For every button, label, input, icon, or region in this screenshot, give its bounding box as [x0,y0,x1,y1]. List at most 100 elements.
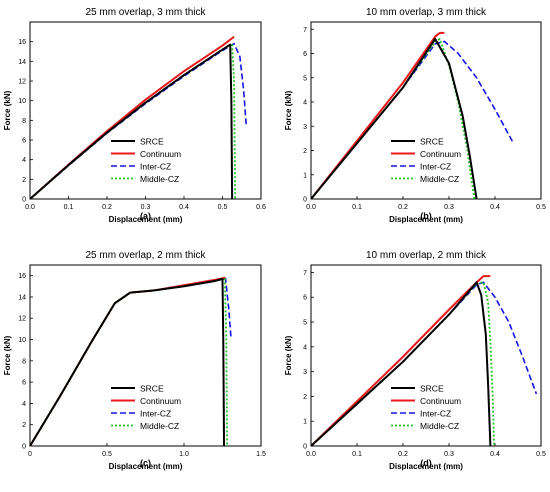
chart-title: 10 mm overlap, 3 mm thick [366,7,487,18]
x-tick-label: 0.5 [536,204,546,211]
y-axis-label: Force (kN) [3,90,12,130]
y-axis-label: Force (kN) [284,335,293,375]
x-tick-label: 1.5 [256,451,266,458]
x-tick-label: 0.3 [444,204,454,211]
series-line-inter-cz [310,40,515,200]
y-tick-label: 2 [22,422,26,429]
y-tick-label: 3 [303,124,307,131]
y-tick-label: 1 [303,419,307,426]
x-tick-label: 0.5 [102,451,112,458]
chart-title: 25 mm overlap, 3 mm thick [85,7,206,18]
x-axis-label: Displacement (mm) [389,215,463,224]
x-tick-label: 0.0 [25,204,35,211]
y-tick-label: 16 [18,273,26,280]
x-axis-label: Displacement (mm) [109,215,183,224]
legend-label: SRCE [140,384,164,394]
panel-label: (b) [420,211,432,221]
y-tick-label: 6 [22,380,26,387]
x-tick-label: 0.4 [179,204,189,211]
y-axis-label: Force (kN) [284,90,293,130]
y-tick-label: 5 [303,75,307,82]
legend-label: Inter-CZ [140,409,171,419]
x-tick-label: 0.3 [444,451,454,458]
legend-label: Middle-CZ [140,174,179,184]
y-tick-label: 3 [303,369,307,376]
legend-label: SRCE [140,137,164,147]
series-line-srce [310,37,478,200]
y-tick-label: 4 [303,100,307,107]
y-tick-label: 10 [18,337,26,344]
series-line-inter-cz [29,278,232,447]
x-tick-label: 0.5 [218,204,228,211]
chart-title: 25 mm overlap, 2 mm thick [85,250,206,261]
legend-label: Continuum [420,149,461,159]
y-tick-label: 7 [303,27,307,34]
y-tick-label: 4 [22,401,26,408]
legend-label: Middle-CZ [420,174,459,184]
x-tick-label: 0.4 [490,451,500,458]
series-line-middle-cz [29,42,237,200]
chart-panel-1: 25 mm overlap, 3 mm thick 0.0 0.1 0.2 0.3 0.4… [3,7,266,224]
panel-label: (d) [420,458,432,468]
legend-label: Middle-CZ [140,421,179,431]
y-tick-label: 5 [303,320,307,327]
x-tick-label: 0.6 [256,204,266,211]
y-tick-label: 2 [303,148,307,155]
series-line-inter-cz [29,42,248,200]
y-tick-label: 4 [303,344,307,351]
y-tick-label: 0 [303,197,307,204]
panel-label: (c) [140,458,151,468]
series-line-srce [29,277,226,447]
y-tick-label: 8 [22,118,26,125]
panel-label: (a) [140,211,151,221]
y-tick-label: 6 [22,138,26,145]
x-tick-label: 0 [28,451,32,458]
legend-label: Middle-CZ [420,421,459,431]
x-tick-label: 0.1 [64,204,74,211]
legend-label: Continuum [420,396,461,406]
y-tick-label: 12 [18,79,26,86]
x-tick-label: 0.0 [306,204,316,211]
chart-panel-3: 25 mm overlap, 2 mm thick 0 0.5 1.0 1.5 0 2 4 6 8… [3,250,266,471]
y-axis-label: Force (kN) [3,335,12,375]
legend-label: SRCE [420,384,444,394]
y-tick-label: 12 [18,316,26,323]
legend-label: Inter-CZ [420,162,451,172]
x-tick-label: 0.3 [141,204,151,211]
series-line-continuum [310,31,445,200]
y-tick-label: 7 [303,270,307,277]
y-tick-label: 1 [303,172,307,179]
series-line-continuum [29,276,226,447]
x-tick-label: 0.5 [536,451,546,458]
series-line-continuum [310,275,491,447]
y-tick-label: 0 [303,444,307,451]
y-tick-label: 0 [22,197,26,204]
y-tick-label: 6 [303,295,307,302]
series-line-srce [29,43,234,200]
x-tick-label: 1.0 [179,451,189,458]
y-tick-label: 6 [303,51,307,58]
legend-label: Continuum [140,396,181,406]
x-tick-label: 0.1 [352,451,362,458]
plot-frame [310,264,542,447]
series-line-middle-cz [29,277,229,447]
chart-title: 10 mm overlap, 2 mm thick [366,250,487,261]
x-axis-label: Displacement (mm) [389,462,463,471]
x-tick-label: 0.2 [102,204,112,211]
x-tick-label: 0.1 [352,204,362,211]
legend-label: Inter-CZ [140,162,171,172]
x-tick-label: 0.0 [306,451,316,458]
y-tick-label: 4 [22,157,26,164]
y-tick-label: 10 [18,98,26,105]
plot-frame [310,21,542,200]
y-tick-label: 2 [303,394,307,401]
y-tick-label: 14 [18,59,26,66]
y-tick-label: 8 [22,358,26,365]
x-tick-label: 0.2 [398,204,408,211]
y-tick-label: 14 [18,294,26,301]
legend-label: Inter-CZ [420,409,451,419]
chart-panel-2: 10 mm overlap, 3 mm thick 0.0 0.1 0.2 0.3 0.4… [284,7,546,224]
x-tick-label: 0.4 [490,204,500,211]
chart-panel-4: 10 mm overlap, 2 mm thick 0.0 0.1 0.2 0.3 0.4… [284,250,546,471]
